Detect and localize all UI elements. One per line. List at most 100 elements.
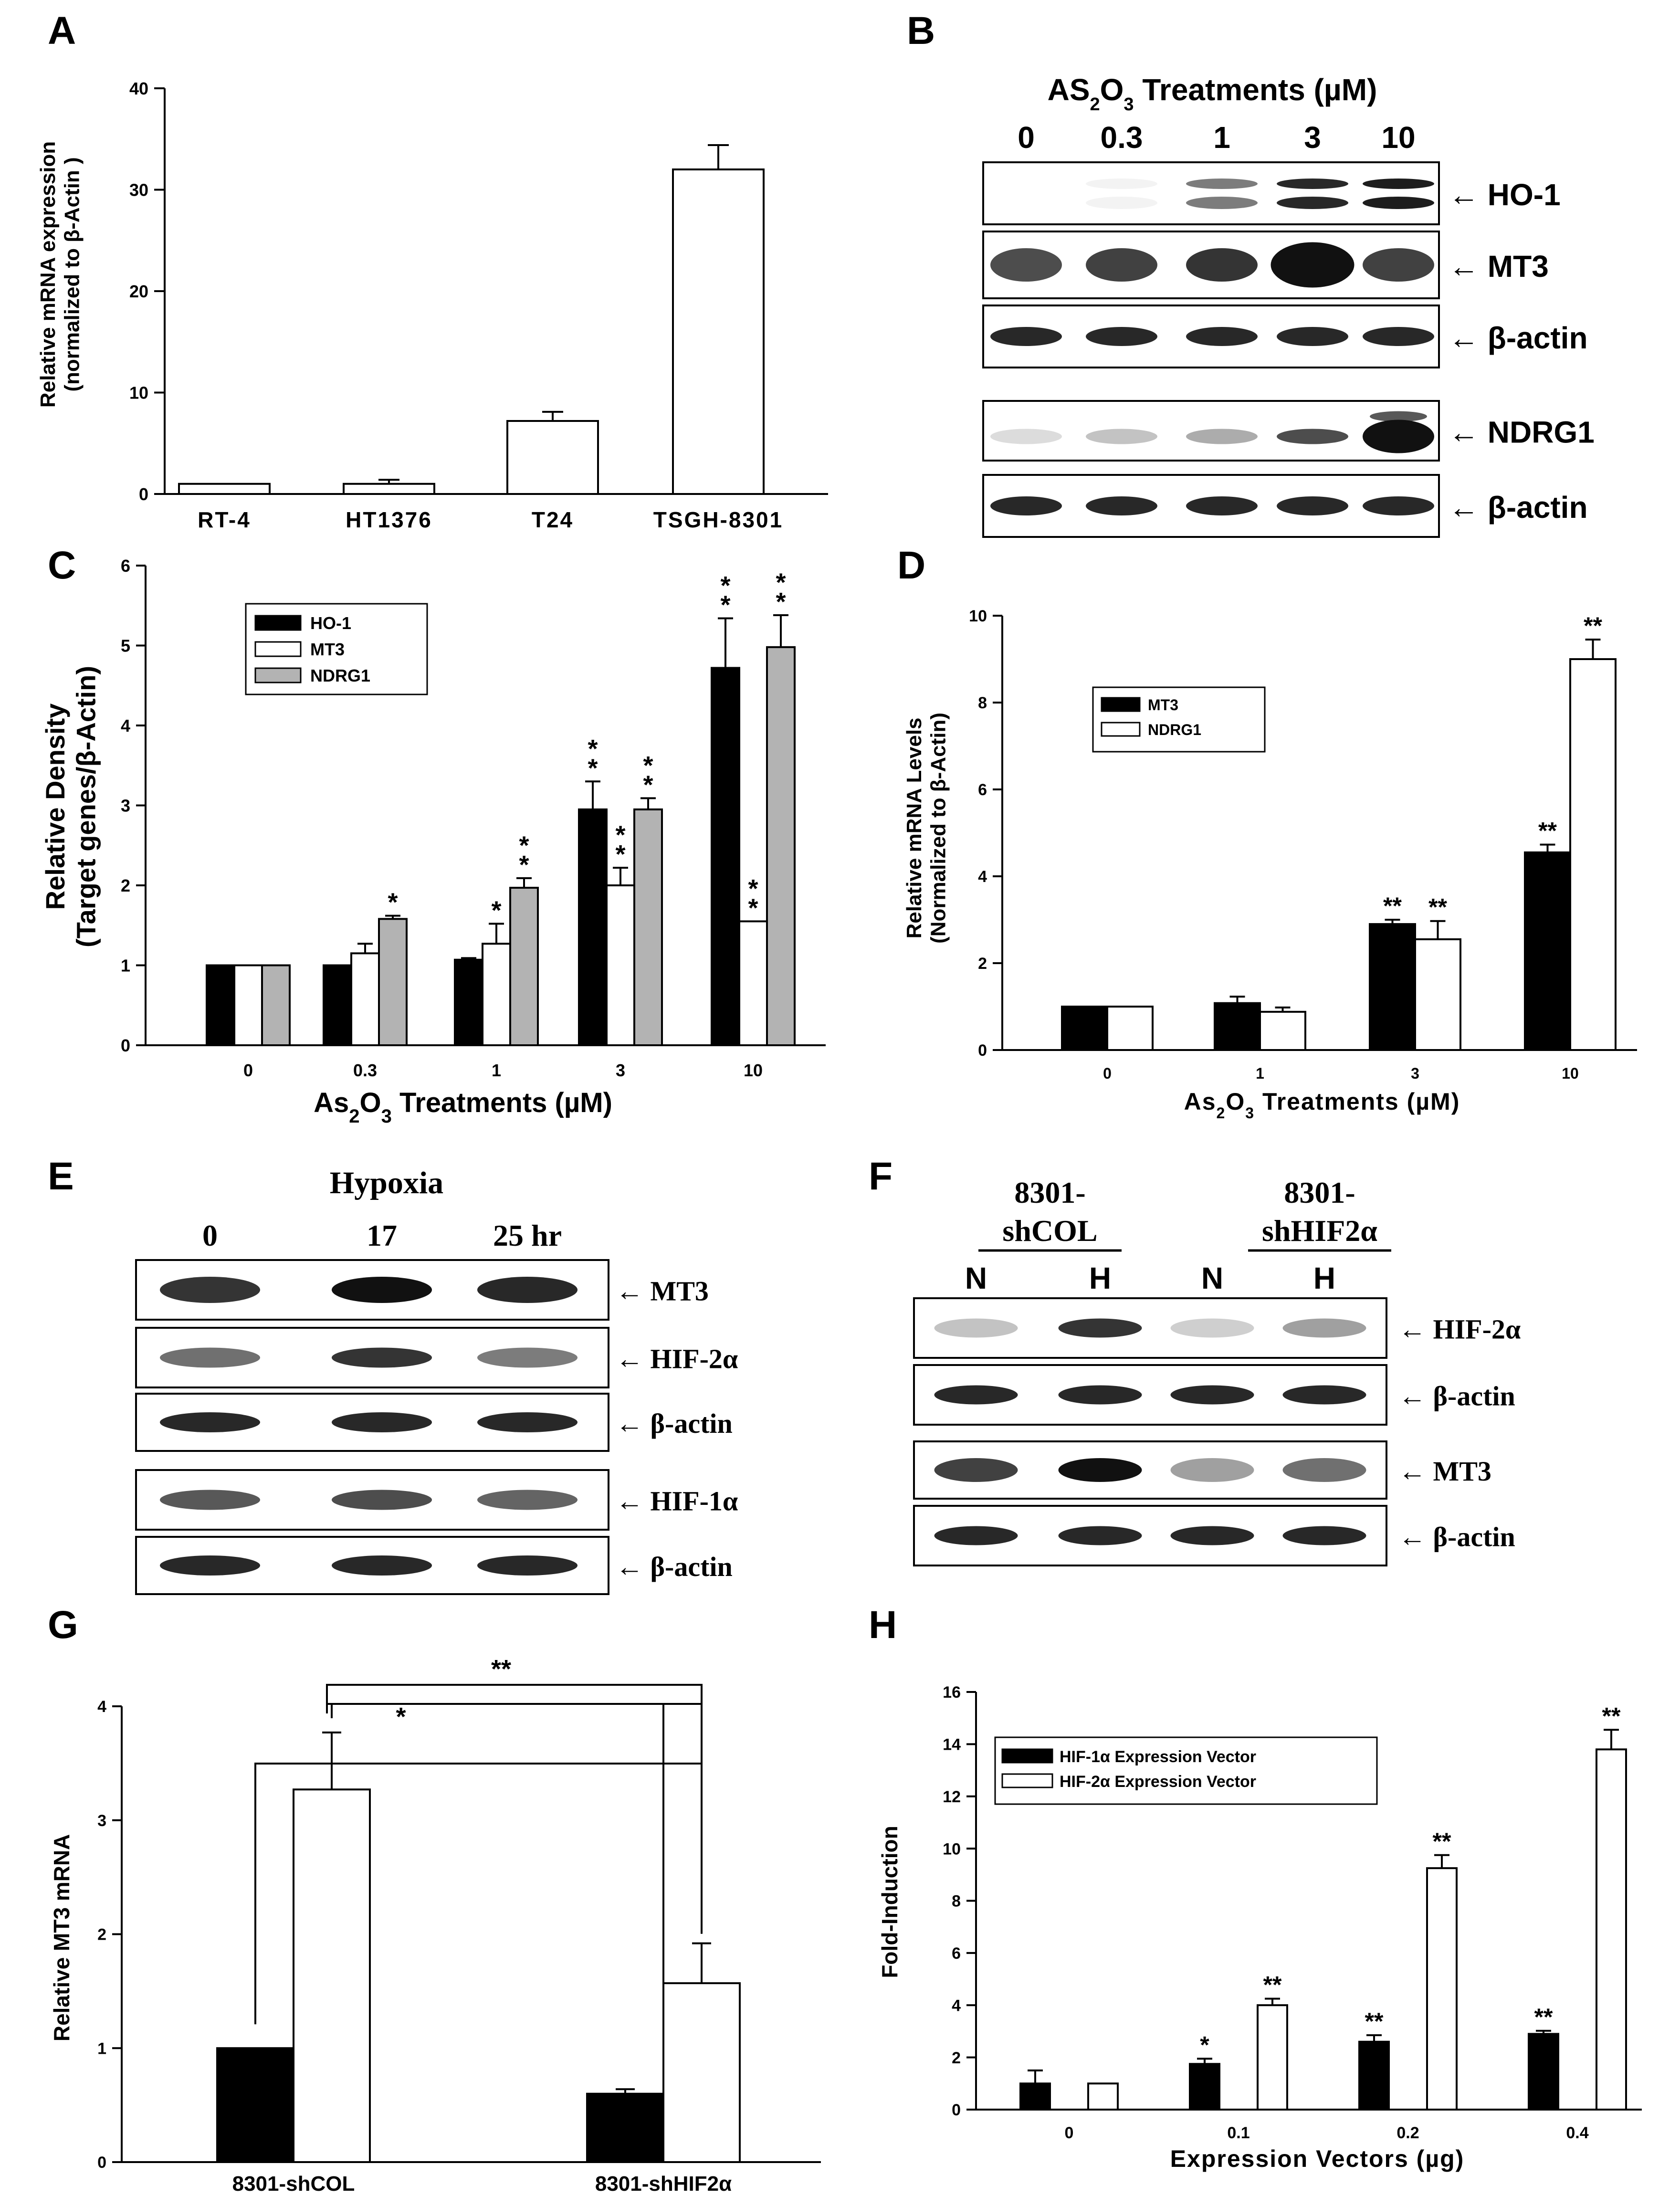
c-legend-label: HO-1 — [310, 613, 351, 633]
h-legend: HIF-1α Expression Vector HIF-2α Expressio… — [994, 1736, 1378, 1805]
c-y-label: Relative Density(Target genes/β-Actin) — [40, 666, 101, 947]
a-bar — [506, 420, 599, 495]
d-bar-mt3 — [1061, 1006, 1108, 1051]
f-group-label: 8301- — [1284, 1176, 1355, 1209]
d-y-tick-label: 0 — [978, 1041, 987, 1060]
c-y-label-line: Relative Density — [40, 704, 70, 910]
b-title: AS2O3 Treatments (µM) — [1048, 73, 1377, 115]
f-lane-label: H — [1313, 1261, 1335, 1295]
b-band — [1363, 197, 1434, 209]
h-y-tick-label: 10 — [943, 1840, 961, 1858]
f-lane-label: N — [1201, 1261, 1223, 1295]
b-lane-label: 1 — [1213, 120, 1230, 155]
panel-letter-c: C — [48, 544, 76, 587]
h-bar-hif2a — [1426, 1867, 1458, 2111]
b-band — [1277, 429, 1348, 444]
e-band — [332, 1490, 432, 1510]
f-blot-label: ← MT3 — [1398, 1456, 1491, 1487]
c-legend-swatch — [254, 641, 302, 657]
panel-letter-h: H — [869, 1603, 897, 1647]
c-sig: * — [519, 831, 529, 860]
c-x-tick-label: 0 — [243, 1061, 253, 1080]
f-band — [1058, 1458, 1142, 1482]
h-sig: ** — [1534, 2004, 1553, 2030]
e-lane-label: 17 — [367, 1219, 397, 1252]
c-y-label-line: (Target genes/β-Actin) — [71, 666, 101, 947]
panel-letter-a: A — [48, 9, 76, 53]
d-sig: ** — [1538, 818, 1557, 844]
h-legend-label: HIF-1α Expression Vector — [1060, 1748, 1256, 1766]
b-blot-label: ← HO-1 — [1449, 178, 1561, 212]
c-bar-ndrg1 — [509, 887, 539, 1047]
d-bar-mt3 — [1369, 923, 1416, 1051]
b-band — [1086, 496, 1157, 515]
c-sig: * — [615, 840, 625, 869]
chart-a: 0 10 20 30 40 RT-4 HT1376 T24 TSGH-8301 Relative … — [36, 79, 828, 532]
a-y-tick-label: 10 — [129, 383, 148, 402]
d-y-tick-label: 4 — [978, 868, 987, 886]
c-legend-label: MT3 — [310, 640, 345, 659]
b-band — [1277, 197, 1348, 209]
d-y-label-line: (Normalized to β-Actin) — [927, 713, 950, 944]
c-y-tick-label: 5 — [121, 636, 130, 655]
f-band — [934, 1526, 1018, 1545]
g-y-label-line: Relative MT3 mRNA — [49, 1834, 74, 2042]
h-bar-hif2a — [1257, 2004, 1288, 2111]
d-legend-label: NDRG1 — [1148, 721, 1201, 738]
g-y-tick-label: 4 — [97, 1698, 106, 1716]
western-blot-f: 8301- shCOL 8301- shHIF2α N H N H ← HIF-2α ← β-ac… — [913, 1176, 1521, 1566]
f-band — [1282, 1385, 1366, 1405]
h-y-tick-label: 12 — [943, 1788, 961, 1806]
b-lane-label: 0.3 — [1101, 120, 1143, 155]
panel-letter-b: B — [907, 9, 935, 53]
h-x-label: Expression Vectors (µg) — [1170, 2145, 1465, 2172]
h-legend-label: HIF-2α Expression Vector — [1060, 1773, 1256, 1791]
a-x-tick-label: HT1376 — [346, 507, 432, 532]
d-bar-mt3 — [1524, 851, 1571, 1051]
d-x-tick-label: 3 — [1411, 1065, 1419, 1082]
h-y-tick-label: 2 — [952, 2049, 961, 2067]
c-x-tick-label: 0.3 — [353, 1061, 377, 1080]
d-y-tick-label: 2 — [978, 955, 987, 973]
f-lane-label: H — [1089, 1261, 1111, 1295]
b-band — [990, 248, 1062, 282]
b-band — [990, 327, 1062, 346]
e-band — [160, 1490, 260, 1510]
panel-letter-f: F — [869, 1155, 892, 1198]
d-bar-ndrg1 — [1414, 938, 1461, 1051]
h-bar-hif2a — [1087, 2082, 1119, 2111]
h-y-label: Fold-Induction — [877, 1826, 902, 1978]
d-sig: ** — [1584, 612, 1602, 639]
c-x-label: As2O3 Treatments (µM) — [314, 1087, 612, 1127]
c-x-tick-label: 1 — [492, 1061, 501, 1080]
f-band — [1282, 1318, 1366, 1338]
b-band — [1086, 179, 1157, 189]
d-legend-swatch — [1101, 722, 1141, 737]
c-bar-mt3 — [350, 952, 380, 1046]
d-x-tick-label: 0 — [1103, 1065, 1112, 1082]
f-band — [1058, 1385, 1142, 1405]
a-bar — [672, 168, 765, 495]
e-title: Hypoxia — [330, 1166, 443, 1200]
b-band — [1363, 496, 1434, 515]
f-blot-label: ← β-actin — [1398, 1522, 1515, 1553]
h-x-tick-label: 0.4 — [1566, 2124, 1588, 2142]
c-x-tick-label: 10 — [744, 1061, 763, 1080]
g-y-tick-label: 1 — [97, 2039, 106, 2058]
e-lane-label: 25 hr — [493, 1219, 562, 1252]
a-y-label-line: (normalized to β-Actin ) — [61, 157, 84, 391]
c-y-tick-label: 2 — [121, 876, 130, 895]
b-band — [1186, 179, 1258, 189]
f-band — [1170, 1318, 1254, 1338]
e-band — [160, 1277, 260, 1303]
f-group-label: shCOL — [1002, 1214, 1097, 1248]
f-group-label: shHIF2α — [1262, 1214, 1377, 1248]
h-legend-swatch — [1001, 1748, 1053, 1764]
western-blot-b: AS2O3 Treatments (µM) 0 0.3 1 3 10 ← HO-1 ← MT3… — [982, 73, 1595, 538]
c-sig: * — [588, 754, 598, 782]
e-band — [477, 1412, 578, 1432]
h-y-tick-label: 8 — [952, 1892, 961, 1911]
e-band — [332, 1277, 432, 1303]
a-bar — [343, 483, 435, 495]
western-blot-e: Hypoxia 0 17 25 hr ← MT3 ← HIF-2α ← β-actin ← H… — [135, 1166, 738, 1595]
